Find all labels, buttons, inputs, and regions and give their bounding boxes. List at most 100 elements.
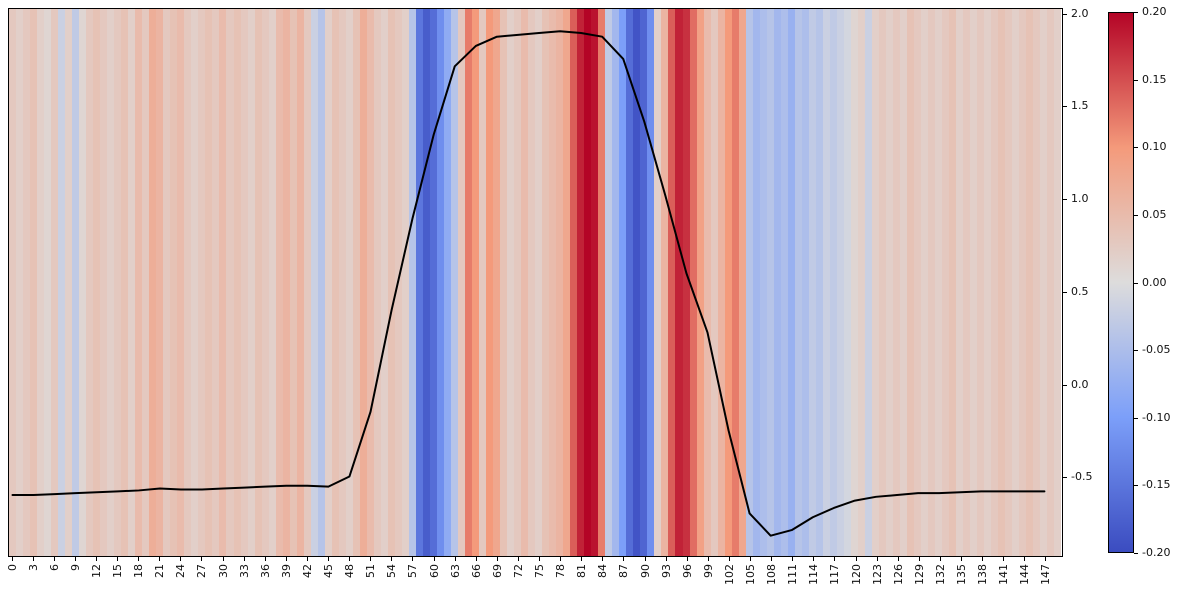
heatmap-stripe	[654, 9, 662, 556]
colorbar-tick-mark	[1134, 12, 1138, 13]
x-tick-label: 3	[26, 564, 40, 571]
heatmap-stripe	[72, 9, 80, 556]
colorbar-tick-label: -0.05	[1142, 343, 1171, 357]
heatmap-stripe	[949, 9, 957, 556]
heatmap-stripe	[30, 9, 38, 556]
y-tick-mark	[1063, 199, 1067, 200]
x-tick-label: 69	[490, 564, 504, 578]
colorbar-tick-label: 0.10	[1142, 140, 1167, 154]
x-tick-mark	[32, 557, 34, 561]
x-tick-mark	[433, 557, 435, 561]
heatmap-stripe	[542, 9, 550, 556]
heatmap-stripe	[317, 9, 325, 556]
heatmap-stripe	[836, 9, 844, 556]
heatmap-stripe	[1047, 9, 1055, 556]
colorbar-tick-mark	[1134, 485, 1138, 487]
heatmap-stripe	[907, 9, 915, 556]
x-tick-label: 87	[617, 564, 631, 578]
colorbar-tick-label: 0.15	[1142, 72, 1167, 86]
heatmap-stripe	[387, 9, 395, 556]
heatmap-stripe	[928, 9, 936, 556]
x-tick-mark	[665, 557, 667, 561]
colorbar-tick-label: -0.10	[1142, 410, 1171, 424]
heatmap-stripe	[79, 9, 87, 556]
x-tick-mark	[74, 557, 76, 561]
heatmap-stripe	[58, 9, 66, 556]
x-tick-mark	[306, 557, 308, 561]
heatmap-stripe	[970, 9, 978, 556]
x-tick-label: 60	[427, 564, 441, 578]
colorbar-tick-mark	[1134, 417, 1138, 419]
heatmap-stripe	[556, 9, 564, 556]
x-tick-label: 84	[596, 564, 610, 578]
heatmap-stripe	[219, 9, 227, 556]
x-tick-label: 21	[153, 564, 167, 578]
heatmap-stripe	[864, 9, 872, 556]
heatmap-stripe	[191, 9, 199, 556]
y-tick-label: 1.0	[1071, 192, 1089, 205]
x-tick-mark	[707, 557, 709, 561]
x-tick-mark	[117, 557, 118, 561]
heatmap-stripe	[282, 9, 290, 556]
x-tick-label: 126	[891, 564, 905, 585]
heatmap-stripe	[1040, 9, 1048, 556]
heatmap-stripe	[991, 9, 999, 556]
x-tick-label: 117	[828, 564, 842, 585]
x-tick-label: 93	[659, 564, 673, 578]
x-tick-label: 108	[765, 564, 779, 585]
x-tick-mark	[222, 557, 224, 561]
heatmap-stripe	[591, 9, 599, 556]
x-tick-mark	[243, 557, 245, 561]
heatmap-stripe	[984, 9, 992, 556]
heatmap-stripe	[521, 9, 529, 556]
heatmap-stripe	[731, 9, 739, 556]
heatmap-stripe	[570, 9, 578, 556]
x-tick-label: 78	[554, 564, 568, 578]
heatmap-stripe	[1054, 9, 1062, 556]
heatmap-stripe	[780, 9, 788, 556]
x-tick-mark	[328, 557, 329, 561]
y-tick-mark	[1063, 384, 1067, 386]
heatmap-stripe	[51, 9, 59, 556]
y-tick-label: 0.5	[1071, 284, 1089, 298]
heatmap-stripe	[240, 9, 248, 556]
x-tick-mark	[517, 557, 519, 561]
heatmap-stripe	[998, 9, 1006, 556]
x-tick-label: 72	[511, 564, 525, 578]
heatmap-stripe	[514, 9, 522, 556]
heatmap-stripe	[205, 9, 213, 556]
x-tick-label: 18	[132, 564, 146, 578]
x-tick-mark	[539, 557, 540, 561]
x-tick-mark	[834, 557, 836, 561]
x-tick-mark	[876, 557, 878, 561]
heatmap-stripe	[23, 9, 31, 556]
x-tick-mark	[11, 557, 13, 561]
heatmap-stripe	[892, 9, 900, 556]
heatmap-stripe	[352, 9, 360, 556]
heatmap-stripe	[394, 9, 402, 556]
colorbar-tick-mark	[1134, 350, 1138, 352]
colorbar-tick-mark	[1134, 214, 1138, 216]
x-tick-mark	[285, 557, 287, 561]
x-tick-mark	[180, 557, 182, 561]
x-tick-label: 66	[469, 564, 483, 578]
heatmap-stripe	[254, 9, 262, 556]
x-tick-mark	[728, 557, 730, 561]
heatmap-stripe	[640, 9, 648, 556]
heatmap-stripe	[963, 9, 971, 556]
x-tick-mark	[201, 557, 203, 561]
heatmap-stripe	[261, 9, 269, 556]
x-tick-label: 138	[976, 564, 990, 585]
y-tick-mark	[1063, 477, 1067, 479]
x-tick-label: 123	[870, 564, 884, 585]
heatmap-stripe	[303, 9, 311, 556]
heatmap-stripe	[942, 9, 950, 556]
heatmap-stripe	[331, 9, 339, 556]
heatmap-stripe	[766, 9, 774, 556]
heatmap-stripe	[226, 9, 234, 556]
x-tick-mark	[264, 557, 266, 561]
x-tick-label: 102	[722, 564, 736, 585]
heatmap-stripe	[914, 9, 922, 556]
heatmap-stripe	[114, 9, 122, 556]
x-tick-mark	[686, 557, 688, 561]
